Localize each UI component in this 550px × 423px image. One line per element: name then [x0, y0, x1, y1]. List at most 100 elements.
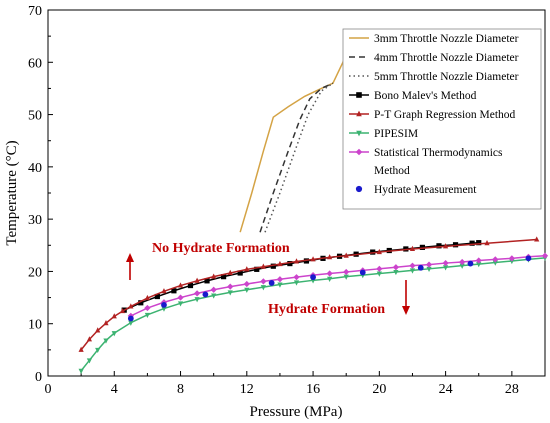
- series-6-point: [459, 258, 466, 266]
- arrow-up-head: [126, 253, 134, 262]
- legend-item-5-marker: [356, 130, 362, 137]
- series-6-point: [492, 256, 499, 263]
- series-4-point: [244, 266, 250, 272]
- series-6-point: [276, 276, 284, 283]
- y-tick-label: 10: [28, 318, 42, 333]
- series-3-point: [138, 300, 144, 306]
- axis-ticks: 0 4 8 12 16 20 24 28 0 10 20 30 40 50 60 70: [28, 4, 519, 397]
- series-3-point: [419, 244, 426, 250]
- legend-item-3-marker: [356, 92, 362, 98]
- series-3-point: [204, 278, 210, 284]
- legend-item-3: Bono Malev's Method: [349, 90, 477, 102]
- series-3-point: [452, 242, 459, 248]
- series-3-point: [469, 240, 475, 246]
- series-4-point: [103, 319, 109, 326]
- series-4-point: [211, 273, 217, 279]
- series-0-line: [239, 35, 357, 233]
- series-7-point: [202, 291, 209, 298]
- series-3-point: [254, 266, 260, 272]
- series-4-point: [86, 336, 93, 342]
- legend-item-2: 5mm Throttle Nozzle Diameter: [349, 71, 519, 83]
- series-6-point: [210, 286, 217, 293]
- series-5-point: [144, 312, 150, 319]
- series-5-point: [409, 268, 416, 274]
- series-5-point: [103, 338, 109, 344]
- series-5-point: [86, 358, 93, 364]
- series-6-point: [409, 262, 416, 269]
- legend: 3mm Throttle Nozzle Diameter 4mm Throttle…: [342, 28, 542, 210]
- arrow-down-head: [402, 306, 410, 315]
- series-1: [259, 82, 334, 233]
- series-4-point: [310, 256, 316, 262]
- series-4-point: [111, 313, 117, 319]
- legend-item-3-label: Bono Malev's Method: [374, 90, 477, 102]
- series-4-point: [277, 260, 283, 267]
- series-6-point: [442, 259, 449, 267]
- series-5-point: [260, 285, 266, 291]
- series-6-point: [260, 278, 267, 285]
- series-6-point: [177, 294, 184, 301]
- legend-item-1: 4mm Throttle Nozzle Diameter: [349, 52, 519, 64]
- series-2: [264, 82, 334, 233]
- series-4-point: [119, 307, 126, 314]
- series-5-point: [244, 287, 250, 293]
- series-4-point: [443, 243, 449, 249]
- series-6-point: [326, 270, 333, 277]
- series-6-point: [376, 265, 383, 272]
- legend-box: [342, 28, 542, 210]
- series-5-point: [376, 271, 382, 277]
- series-6-point: [475, 257, 482, 264]
- x-tick-label: 4: [111, 382, 118, 397]
- series-5-point: [443, 265, 449, 271]
- series-7-point: [161, 301, 167, 308]
- series-3-point: [436, 243, 442, 249]
- series-4-point: [327, 254, 333, 260]
- series-5-point: [327, 276, 333, 282]
- series-4-point: [95, 327, 101, 333]
- y-tick-label: 50: [28, 109, 42, 124]
- series-4-point: [144, 294, 150, 301]
- legend-item-1-label: 4mm Throttle Nozzle Diameter: [374, 52, 519, 64]
- series-4-point: [227, 269, 233, 275]
- legend-item-5-label: PIPESIM: [374, 128, 418, 140]
- x-axis-label: Pressure (MPa): [250, 404, 343, 420]
- legend-item-5: PIPESIM: [349, 128, 418, 140]
- series-2-line: [264, 82, 334, 233]
- series-6-point: [392, 264, 399, 271]
- legend-item-7: Hydrate Measurement: [355, 184, 477, 196]
- series-6-point: [293, 274, 300, 281]
- legend-item-0: 3mm Throttle Nozzle Diameter: [349, 33, 519, 45]
- x-tick-label: 20: [372, 382, 386, 397]
- series-7-point: [268, 280, 275, 286]
- x-tick-label: 12: [240, 382, 254, 397]
- series-4-line: [80, 238, 537, 351]
- series-4-point: [343, 252, 349, 258]
- series-5-point: [277, 282, 283, 288]
- series-4-point: [161, 288, 167, 294]
- series-5-point: [343, 274, 349, 280]
- x-tick-label: 8: [177, 382, 184, 397]
- series-3-point: [221, 274, 227, 280]
- series-3-point: [237, 270, 243, 276]
- series-1-line: [259, 82, 334, 233]
- series-5-point: [426, 266, 432, 273]
- series-5-point: [194, 297, 200, 303]
- x-tick-label: 16: [306, 382, 320, 397]
- legend-item-7-label: Hydrate Measurement: [374, 184, 477, 196]
- x-tick-label: 24: [439, 382, 453, 397]
- series-4-point: [177, 282, 184, 288]
- series-6-point: [508, 255, 515, 262]
- series-6-point: [144, 304, 151, 312]
- series-5-point: [128, 320, 134, 326]
- series-5-point: [227, 290, 233, 296]
- series-layer: [78, 35, 549, 374]
- series-5-point: [293, 280, 300, 286]
- x-tick-label: 0: [45, 382, 52, 397]
- series-5-point: [95, 347, 101, 354]
- legend-item-4-label: P-T Graph Regression Method: [374, 109, 516, 121]
- series-4-point: [484, 239, 490, 246]
- legend-label-line: Method: [374, 165, 410, 177]
- series-4-point: [78, 346, 84, 352]
- y-axis-label: Temperature (°C): [4, 140, 20, 245]
- legend-item-4-marker: [356, 110, 362, 117]
